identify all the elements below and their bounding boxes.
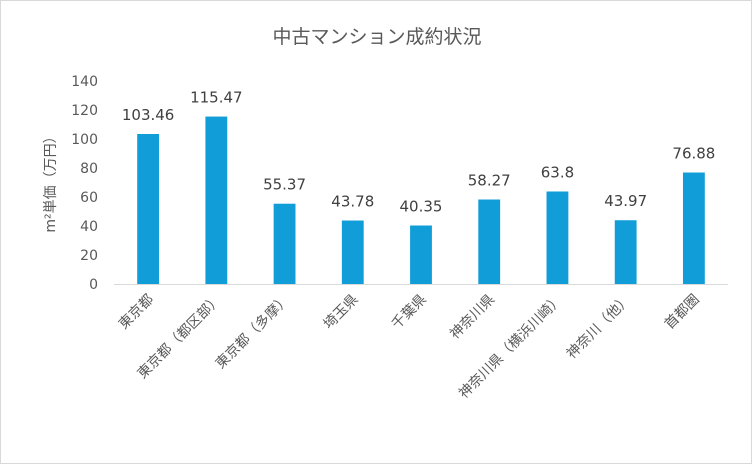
y-tick-label: 120 <box>71 103 98 119</box>
y-tick-label: 100 <box>71 132 98 148</box>
y-tick-label: 40 <box>80 219 98 235</box>
category-label: 首都圏 <box>662 292 703 333</box>
bar <box>137 133 160 284</box>
bar <box>205 116 228 284</box>
data-label: 40.35 <box>400 197 443 215</box>
data-label: 76.88 <box>672 145 715 163</box>
category-label: 神奈川県 <box>447 292 498 343</box>
bar <box>410 225 432 284</box>
data-labels: 103.46 115.47 55.37 43.78 40.35 58.27 63.8 43.9… <box>122 89 716 216</box>
y-tick-label: 140 <box>71 74 98 90</box>
bar <box>546 191 569 284</box>
bar <box>341 220 364 284</box>
data-label: 43.97 <box>604 192 647 210</box>
category-label: 埼玉県 <box>321 292 362 333</box>
bar <box>614 220 637 284</box>
y-tick-label: 0 <box>89 277 98 293</box>
bars <box>137 116 705 284</box>
bar <box>682 172 705 284</box>
y-axis-ticks: 0 20 40 60 80 100 120 140 <box>71 74 98 293</box>
category-label: 千葉県 <box>389 292 430 333</box>
data-label: 55.37 <box>263 176 306 194</box>
bar <box>273 203 296 284</box>
data-label: 103.46 <box>122 106 175 124</box>
y-tick-label: 80 <box>80 161 98 177</box>
data-label: 115.47 <box>190 89 243 107</box>
y-axis-label: m²単価（万円） <box>43 129 59 232</box>
category-label: 東京都 <box>116 292 157 333</box>
y-tick-label: 20 <box>80 248 98 264</box>
data-label: 43.78 <box>331 193 374 211</box>
chart-title: 中古マンション成約状況 <box>272 26 481 48</box>
category-label: 神奈川（他） <box>564 292 635 363</box>
data-label: 58.27 <box>468 172 511 190</box>
bar <box>478 199 501 284</box>
data-label: 63.8 <box>541 163 574 181</box>
y-tick-label: 60 <box>80 190 98 206</box>
